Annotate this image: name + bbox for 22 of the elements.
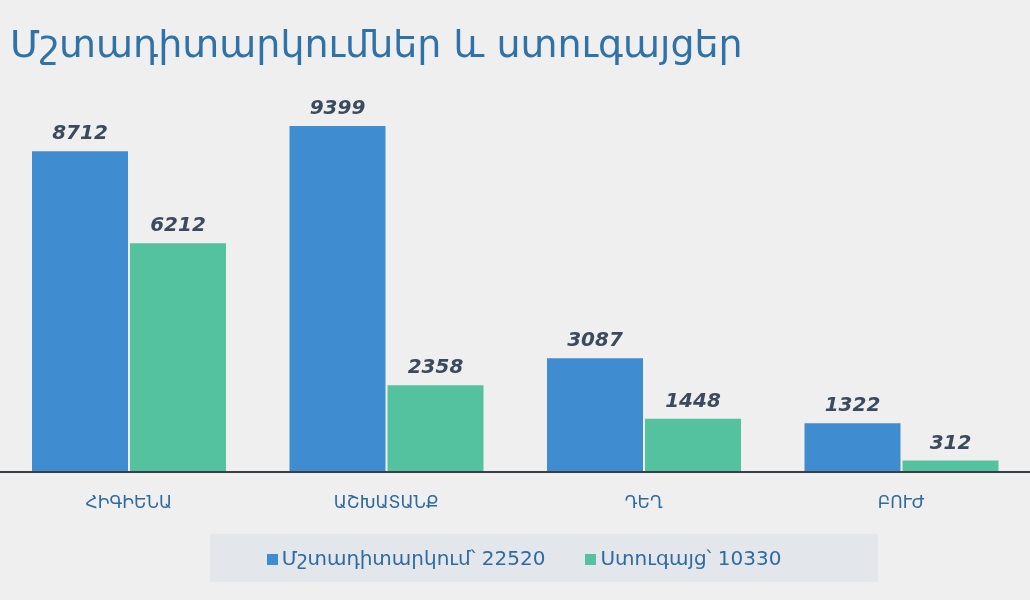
data-label: 1448 xyxy=(665,387,721,412)
bar xyxy=(645,418,741,472)
x-tick-label: ԲՈՒԺ xyxy=(877,492,925,513)
bar xyxy=(387,385,484,472)
x-tick-label: ԱՇԽԱՏԱՆՔ xyxy=(333,492,439,513)
legend-label: Ստուգայց՝ 10330 xyxy=(600,546,782,570)
data-label: 8712 xyxy=(52,120,108,145)
data-label: 312 xyxy=(929,429,972,454)
bar xyxy=(804,423,901,472)
data-label: 6212 xyxy=(150,212,206,237)
bar xyxy=(547,358,643,472)
bar xyxy=(32,151,128,472)
data-label: 1322 xyxy=(824,392,881,417)
legend-label: Մշտադիտարկում՝ 22520 xyxy=(281,546,546,570)
data-label: 9399 xyxy=(309,95,366,119)
chart-title: Մշտադիտարկումներ և ստուգայցեր xyxy=(10,22,743,66)
bar xyxy=(130,243,226,472)
data-label: 2358 xyxy=(407,354,464,379)
x-tick-label: ՀԻԳԻԵՆԱ xyxy=(85,492,172,513)
data-label: 3087 xyxy=(567,327,623,352)
bar xyxy=(289,126,386,472)
x-tick-label: ԴԵՂ xyxy=(624,492,663,513)
